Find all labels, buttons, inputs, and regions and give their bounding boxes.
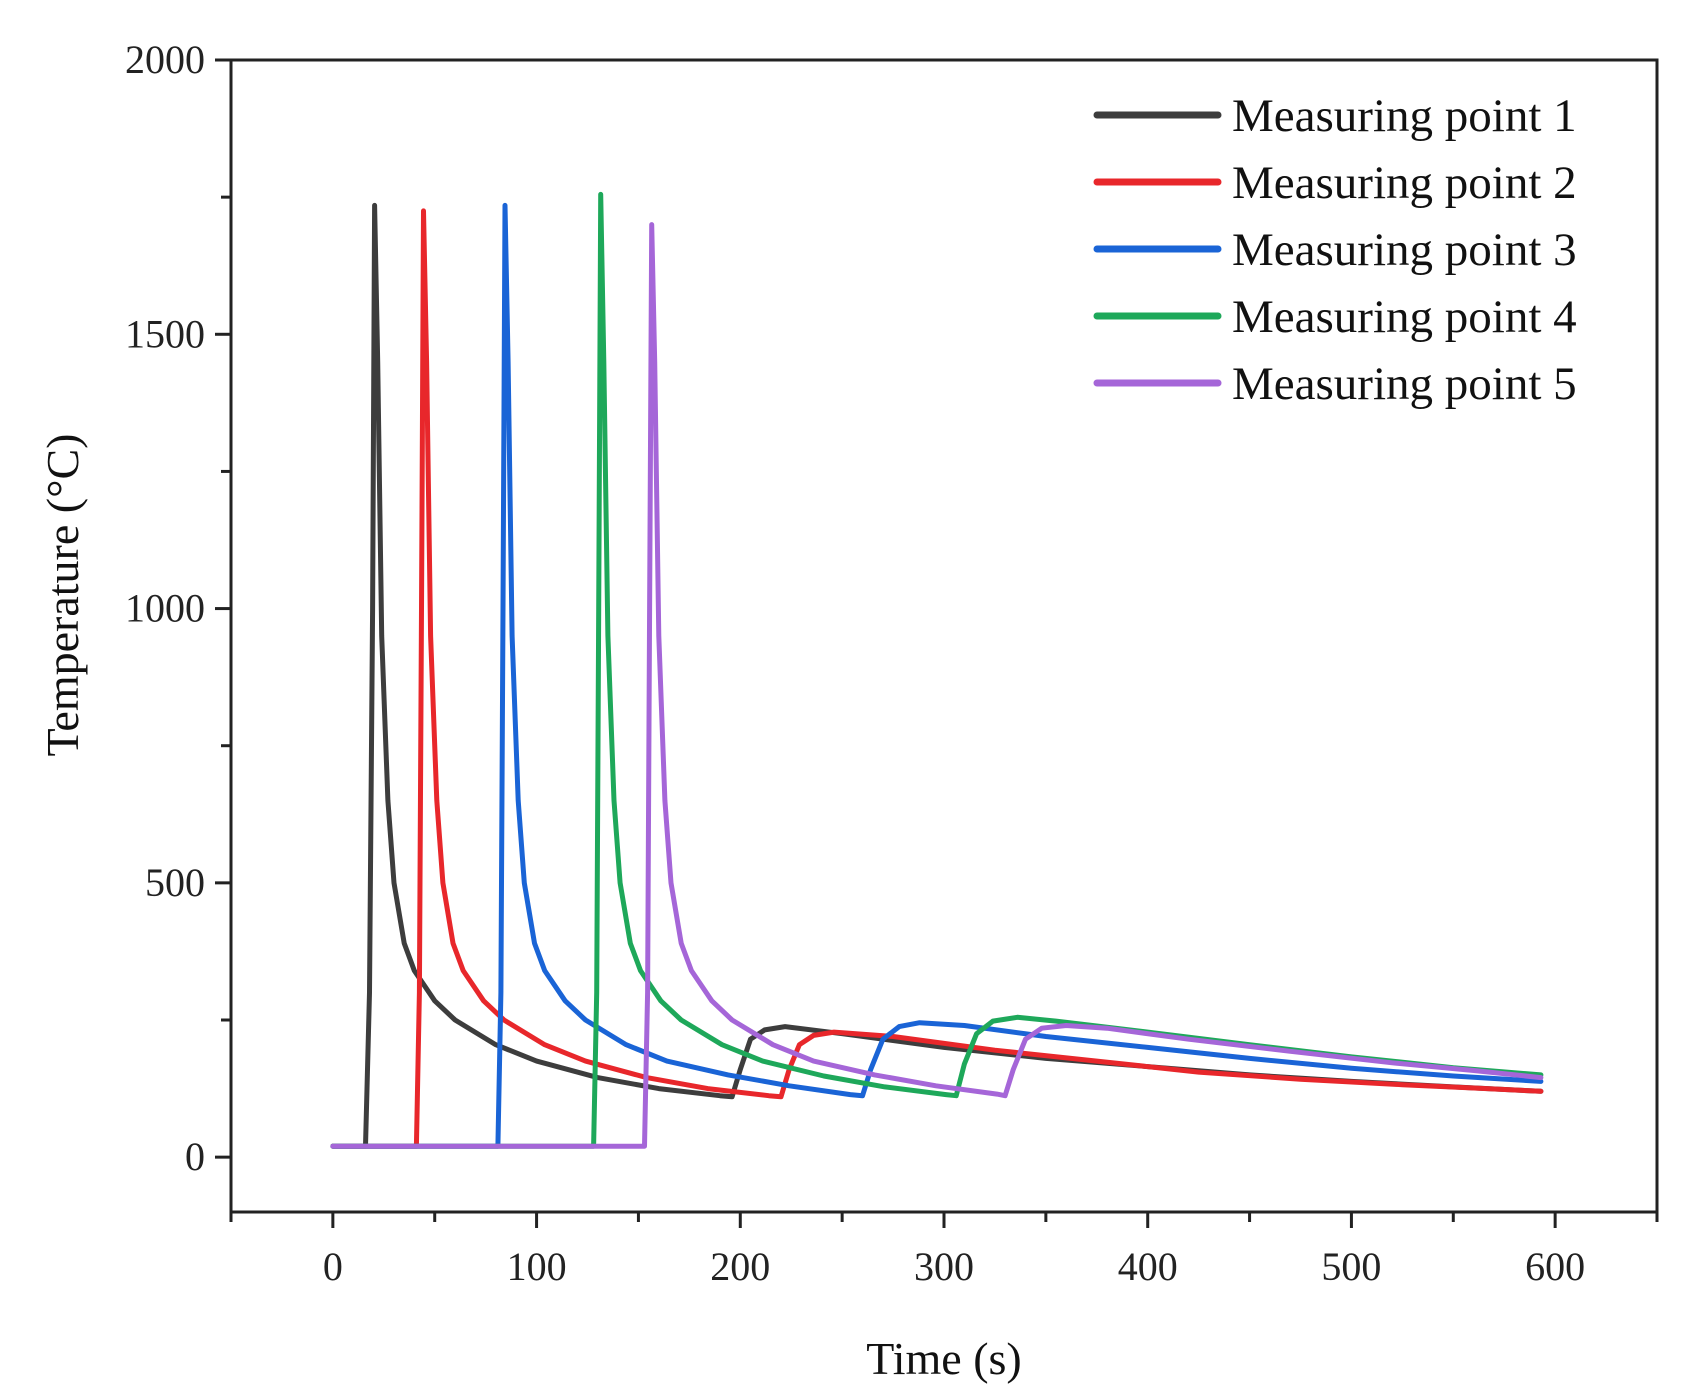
x-axis-title: Time (s)	[866, 1333, 1022, 1384]
y-tick-label: 1500	[125, 311, 205, 356]
legend: Measuring point 1 Measuring point 2 Measur…	[1093, 90, 1577, 410]
legend-label: Measuring point 1	[1232, 90, 1577, 142]
x-tick-label: 500	[1321, 1244, 1381, 1289]
x-tick-label: 200	[710, 1244, 770, 1289]
y-axis-title: Temperature (°C)	[37, 434, 88, 757]
x-axis-ticks: 0 100 200 300 400 500 600	[229, 1212, 1659, 1289]
y-tick-label: 1000	[125, 586, 205, 631]
y-tick-label: 0	[185, 1134, 205, 1179]
y-axis-ticks: 0 500 1000 1500 2000	[125, 37, 231, 1179]
series-line-point-1	[330, 202, 1544, 1149]
series-line-point-3	[330, 202, 1544, 1149]
series-line-point-5	[330, 222, 1544, 1149]
legend-label: Measuring point 2	[1232, 157, 1577, 209]
y-tick-label: 500	[145, 860, 205, 905]
plot-area	[229, 58, 1659, 1214]
legend-label: Measuring point 3	[1232, 224, 1577, 276]
x-tick-label: 100	[507, 1244, 567, 1289]
x-tick-label: 400	[1118, 1244, 1178, 1289]
x-tick-label: 300	[914, 1244, 974, 1289]
y-tick-label: 2000	[125, 37, 205, 82]
x-tick-label: 600	[1525, 1244, 1585, 1289]
series-lines	[330, 191, 1544, 1149]
legend-label: Measuring point 5	[1232, 358, 1577, 410]
legend-label: Measuring point 4	[1232, 291, 1577, 343]
x-tick-label: 0	[323, 1244, 343, 1289]
